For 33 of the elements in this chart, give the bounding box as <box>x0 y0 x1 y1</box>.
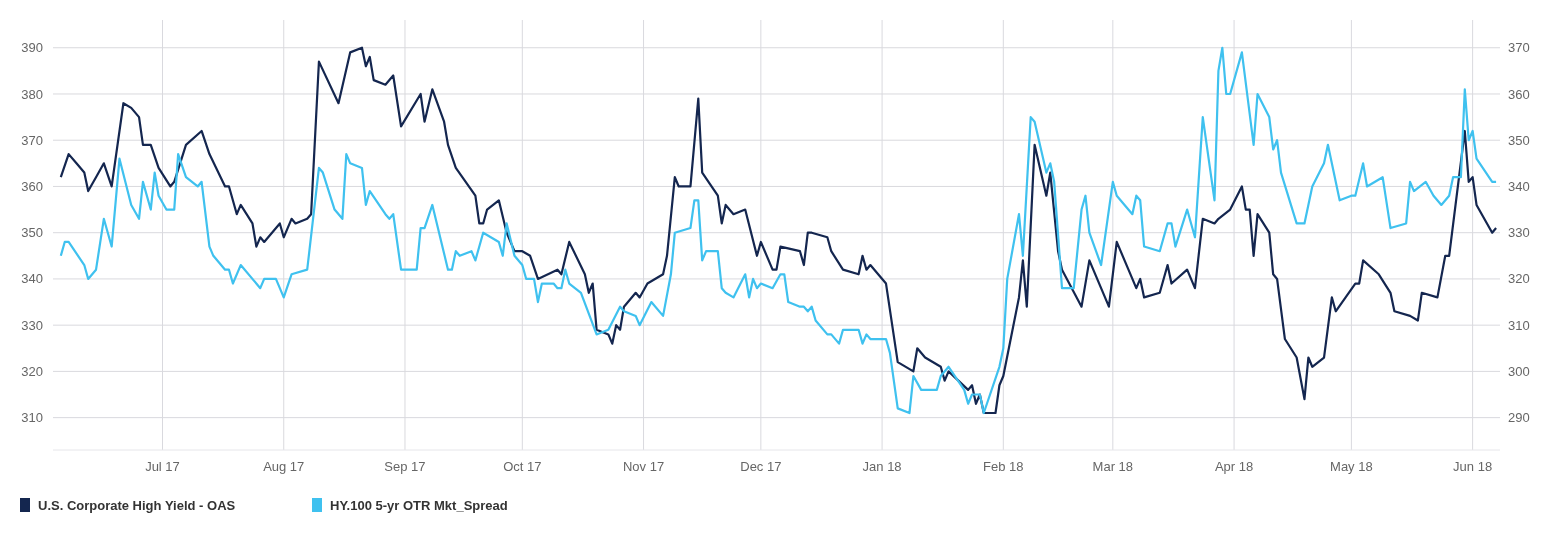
x-tick-label: Mar 18 <box>1092 459 1134 474</box>
y-tick-label: 330 <box>21 317 43 333</box>
legend-label: U.S. Corporate High Yield - OAS <box>38 497 236 513</box>
y-tick-label: 350 <box>21 225 43 241</box>
line-series <box>59 46 1498 415</box>
y2-tick-label: 370 <box>1508 40 1530 56</box>
x-tick-label: Sep 17 <box>384 459 426 474</box>
x-tick-label: Apr 18 <box>1214 459 1254 474</box>
legend-label: HY.100 5-yr OTR Mkt_Spread <box>330 497 508 513</box>
y2-tick-label: 340 <box>1508 179 1530 194</box>
x-tick-label: Jul 17 <box>145 459 180 474</box>
y-tick-label: 310 <box>21 410 43 426</box>
x-tick-label: Oct 17 <box>503 459 542 474</box>
y-tick-label: 380 <box>21 86 43 102</box>
y2-tick-label: 320 <box>1508 271 1530 287</box>
y-tick-label: 340 <box>21 271 43 287</box>
y-tick-label: 360 <box>21 179 43 194</box>
x-tick-label: Dec 17 <box>740 459 782 474</box>
x-tick-label: Feb 18 <box>983 459 1024 474</box>
y2-tick-label: 350 <box>1508 132 1530 148</box>
x-tick-label: Nov 17 <box>622 459 665 474</box>
y2-tick-label: 360 <box>1508 86 1530 102</box>
y-tick-label: 370 <box>21 132 43 148</box>
y2-tick-label: 330 <box>1508 225 1530 241</box>
y-tick-label: 390 <box>21 40 43 56</box>
y-tick-label: 320 <box>21 363 43 379</box>
y2-tick-label: 290 <box>1508 410 1530 426</box>
x-tick-label: May 18 <box>1330 459 1373 474</box>
y2-tick-label: 300 <box>1508 363 1530 379</box>
x-tick-label: Jun 18 <box>1453 459 1493 474</box>
x-tick-label: Jan 18 <box>862 459 902 474</box>
x-tick-label: Aug 17 <box>263 459 305 474</box>
y2-tick-label: 310 <box>1508 317 1530 333</box>
